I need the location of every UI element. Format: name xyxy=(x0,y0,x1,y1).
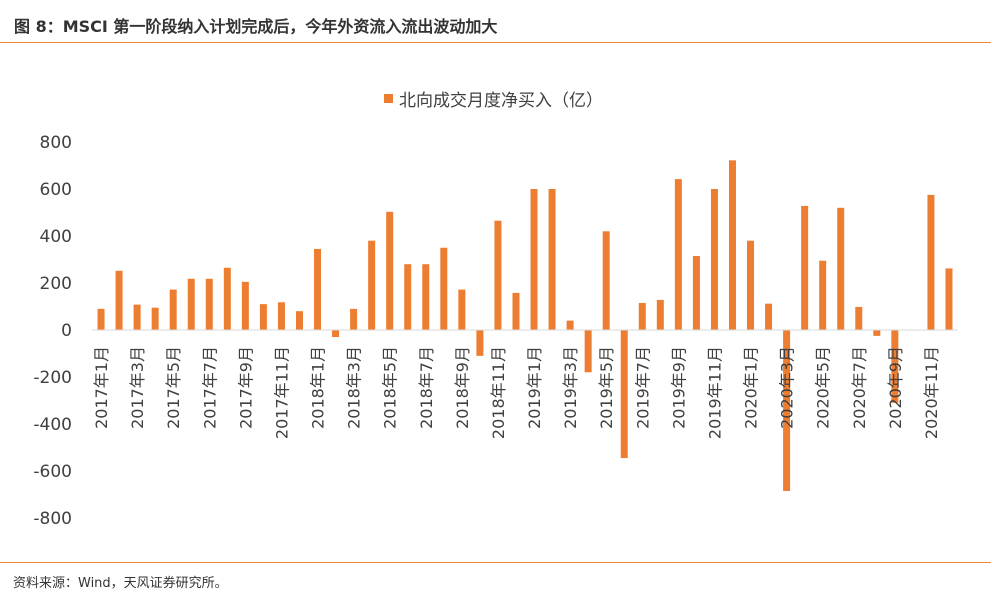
x-tick-label: 2018年3月 xyxy=(345,346,364,429)
bar xyxy=(620,330,628,459)
bar xyxy=(115,270,123,330)
x-tick-label: 2020年5月 xyxy=(814,346,833,429)
bar xyxy=(350,308,358,330)
y-tick-label: 200 xyxy=(40,274,72,294)
source-note: 资料来源：Wind，天风证券研究所。 xyxy=(13,576,228,591)
bar xyxy=(927,194,935,331)
bar xyxy=(747,240,755,330)
bar xyxy=(476,330,484,356)
bar xyxy=(855,306,863,330)
bar xyxy=(223,267,231,330)
x-tick-label: 2020年3月 xyxy=(778,346,797,429)
bar xyxy=(241,281,249,330)
bar xyxy=(151,307,159,330)
x-tick-label: 2020年7月 xyxy=(850,346,869,429)
bar xyxy=(512,292,520,330)
bar-chart: 800 600 400 200 0 -200 -400 -600 -800 2017年1月 2017… xyxy=(33,133,958,529)
bar xyxy=(728,160,736,330)
bar xyxy=(332,330,340,338)
bar xyxy=(873,330,881,336)
x-tick-label: 2018年5月 xyxy=(381,346,400,429)
bar xyxy=(422,264,430,330)
x-tick-label: 2019年1月 xyxy=(525,346,544,429)
x-tick-label: 2019年3月 xyxy=(561,346,580,429)
x-tick-label: 2018年9月 xyxy=(453,346,472,429)
bar xyxy=(602,231,610,330)
x-tick-label: 2020年9月 xyxy=(886,346,905,429)
y-tick-label: 800 xyxy=(40,133,72,153)
bar xyxy=(314,248,322,330)
bar xyxy=(205,278,213,330)
x-tick-label: 2018年11月 xyxy=(489,346,508,439)
bar xyxy=(494,220,502,330)
y-tick-label: -800 xyxy=(33,509,72,529)
bar xyxy=(259,304,267,330)
y-tick-label: 400 xyxy=(40,227,72,247)
chart-legend: 北向成交月度净买入（亿） xyxy=(384,86,603,111)
bottom-divider xyxy=(0,562,991,563)
bar xyxy=(765,303,773,330)
bar xyxy=(277,302,285,330)
bar xyxy=(404,264,412,330)
bar xyxy=(97,308,105,330)
bar xyxy=(891,330,899,403)
bar xyxy=(638,302,646,330)
figure-header: 图 8：MSCI 第一阶段纳入计划完成后，今年外资流入流出波动加大 xyxy=(0,0,991,44)
bar xyxy=(674,179,682,330)
bar xyxy=(458,289,466,330)
legend-swatch xyxy=(384,94,393,103)
y-tick-label: -200 xyxy=(33,368,72,388)
bar xyxy=(819,260,827,330)
figure-title: 图 8：MSCI 第一阶段纳入计划完成后，今年外资流入流出波动加大 xyxy=(14,17,498,36)
bar xyxy=(368,240,376,330)
x-tick-label: 2019年7月 xyxy=(633,346,652,429)
legend-label: 北向成交月度净买入（亿） xyxy=(399,91,603,111)
x-tick-label: 2020年11月 xyxy=(922,346,941,439)
y-tick-label: 600 xyxy=(40,180,72,200)
bar xyxy=(169,289,177,330)
y-tick-label: -400 xyxy=(33,415,72,435)
x-tick-label: 2017年1月 xyxy=(92,346,111,429)
x-tick-label: 2018年7月 xyxy=(417,346,436,429)
y-tick-label: -600 xyxy=(33,462,72,482)
top-divider xyxy=(0,42,991,43)
x-tick-label: 2019年9月 xyxy=(669,346,688,429)
bar xyxy=(530,189,538,330)
bar xyxy=(584,330,592,373)
bar xyxy=(692,255,700,330)
bar xyxy=(548,189,556,330)
x-tick-label: 2017年9月 xyxy=(236,346,255,429)
bar xyxy=(945,268,953,330)
y-tick-label: 0 xyxy=(61,321,72,341)
bar xyxy=(801,205,809,330)
bar xyxy=(295,311,303,330)
bar xyxy=(837,207,845,330)
bar xyxy=(656,299,664,330)
bar xyxy=(133,304,141,330)
bar xyxy=(710,189,718,330)
x-tick-label: 2017年5月 xyxy=(164,346,183,429)
x-tick-label: 2018年1月 xyxy=(309,346,328,429)
bar xyxy=(566,320,574,330)
bar xyxy=(386,211,394,330)
bar xyxy=(440,247,448,330)
x-tick-label: 2017年11月 xyxy=(272,346,291,439)
x-tick-label: 2019年11月 xyxy=(705,346,724,439)
bar xyxy=(187,278,195,330)
x-tick-label: 2020年1月 xyxy=(742,346,761,429)
x-tick-label: 2017年7月 xyxy=(200,346,219,429)
x-tick-label: 2019年5月 xyxy=(597,346,616,429)
x-tick-label: 2017年3月 xyxy=(128,346,147,429)
bar xyxy=(783,330,791,491)
